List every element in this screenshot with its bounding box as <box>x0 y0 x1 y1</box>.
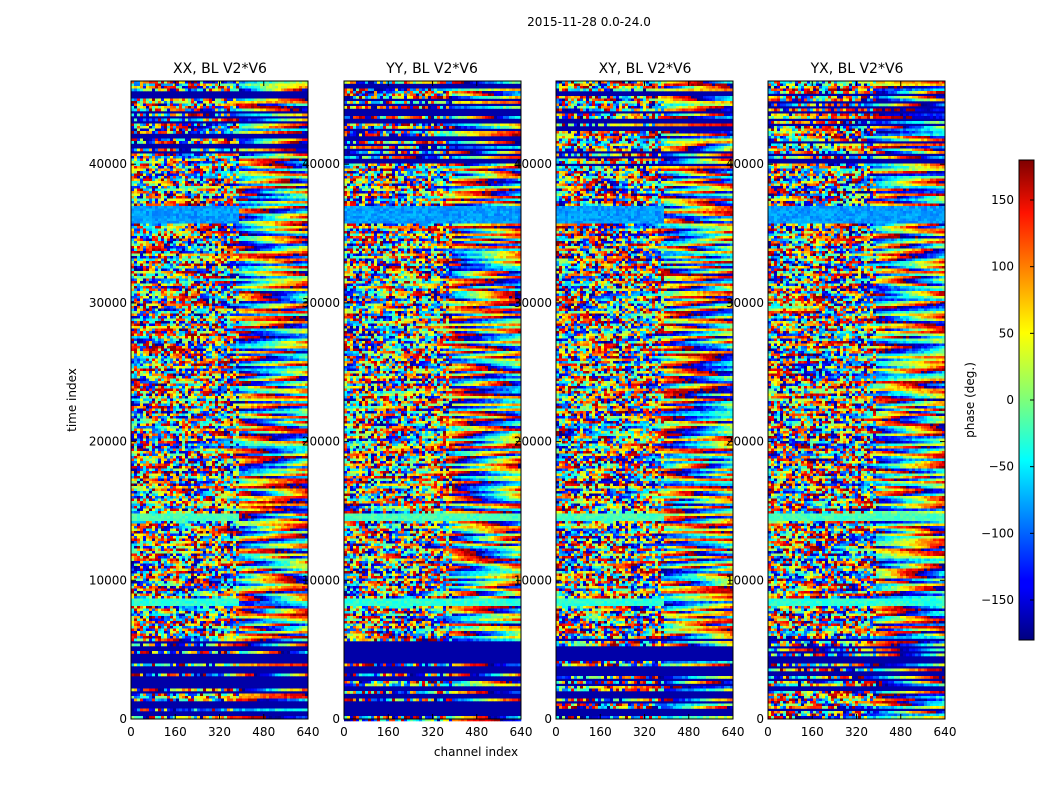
x-tick-label: 480 <box>252 725 275 739</box>
x-axis-label: channel index <box>434 745 518 759</box>
figure-suptitle: 2015-11-28 0.0-24.0 <box>527 15 651 29</box>
x-tick-label: 480 <box>889 725 912 739</box>
x-tick-label: 160 <box>801 725 824 739</box>
y-tick-label: 40000 <box>89 157 127 171</box>
figure: 2015-11-28 0.0-24.0 XX, BL V2*V6 YY, BL … <box>0 0 1050 800</box>
x-tick-label: 0 <box>764 725 772 739</box>
x-tick-label: 320 <box>845 725 868 739</box>
y-tick-label: 10000 <box>726 573 764 587</box>
y-tick-label: 40000 <box>726 157 764 171</box>
colorbar-tick-label: −100 <box>981 526 1014 540</box>
colorbar-tick-label: −50 <box>989 460 1014 474</box>
y-tick-label: 40000 <box>302 157 340 171</box>
y-tick-label: 30000 <box>302 296 340 310</box>
y-tick-label: 0 <box>332 712 340 726</box>
y-tick-label: 0 <box>756 712 764 726</box>
y-axis-label: time index <box>65 368 79 432</box>
x-tick-label: 160 <box>164 725 187 739</box>
y-tick-label: 10000 <box>514 573 552 587</box>
x-tick-label: 320 <box>421 725 444 739</box>
panel-xx-phase-image <box>131 81 308 719</box>
y-tick-label: 20000 <box>89 435 127 449</box>
x-tick-label: 0 <box>552 725 560 739</box>
y-tick-label: 20000 <box>726 435 764 449</box>
x-tick-label: 160 <box>589 725 612 739</box>
panel-title-yx: YX, BL V2*V6 <box>810 61 904 77</box>
colorbar-tick-label: 50 <box>999 326 1014 340</box>
y-tick-label: 30000 <box>89 296 127 310</box>
x-tick-label: 640 <box>934 725 957 739</box>
x-tick-label: 320 <box>208 725 231 739</box>
x-tick-label: 0 <box>127 725 135 739</box>
panel-title-yy: YY, BL V2*V6 <box>385 61 478 77</box>
y-tick-label: 10000 <box>302 573 340 587</box>
y-tick-label: 0 <box>544 712 552 726</box>
panel-xy-phase-image <box>556 81 733 719</box>
y-tick-label: 0 <box>119 712 127 726</box>
y-tick-label: 40000 <box>514 157 552 171</box>
x-tick-label: 640 <box>510 725 533 739</box>
colorbar-label: phase (deg.) <box>963 362 977 438</box>
panel-yy-phase-image <box>344 81 521 721</box>
y-tick-label: 20000 <box>514 435 552 449</box>
x-tick-label: 480 <box>677 725 700 739</box>
panel-title-xy: XY, BL V2*V6 <box>599 61 692 77</box>
x-tick-label: 320 <box>633 725 656 739</box>
x-tick-label: 160 <box>377 725 400 739</box>
panel-title-xx: XX, BL V2*V6 <box>173 61 267 77</box>
y-tick-label: 10000 <box>89 573 127 587</box>
panel-yx-phase-image <box>768 81 945 719</box>
colorbar-tick-label: 100 <box>991 260 1014 274</box>
y-tick-label: 30000 <box>726 296 764 310</box>
colorbar-tick-label: −150 <box>981 593 1014 607</box>
y-tick-label: 20000 <box>302 435 340 449</box>
colorbar-tick-label: 0 <box>1006 393 1014 407</box>
x-tick-label: 640 <box>722 725 745 739</box>
x-tick-label: 640 <box>297 725 320 739</box>
x-tick-label: 480 <box>465 725 488 739</box>
x-tick-label: 0 <box>340 725 348 739</box>
y-tick-label: 30000 <box>514 296 552 310</box>
colorbar-tick-label: 150 <box>991 193 1014 207</box>
